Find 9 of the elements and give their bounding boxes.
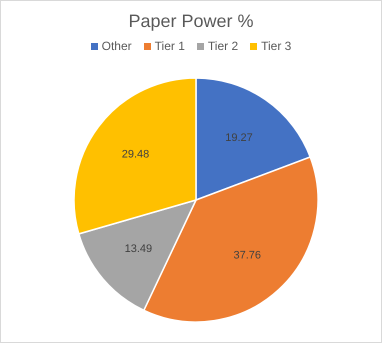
legend-label: Tier 1 bbox=[154, 39, 185, 53]
legend-label: Tier 3 bbox=[260, 39, 292, 53]
data-label: 13.49 bbox=[124, 243, 152, 256]
legend-label: Other bbox=[100, 39, 132, 53]
data-label: 37.76 bbox=[233, 250, 262, 262]
data-label: 29.48 bbox=[122, 148, 150, 161]
legend-label: Tier 2 bbox=[206, 39, 238, 53]
data-label: 19.27 bbox=[225, 132, 253, 144]
chart-title: Paper Power % bbox=[127, 11, 255, 32]
